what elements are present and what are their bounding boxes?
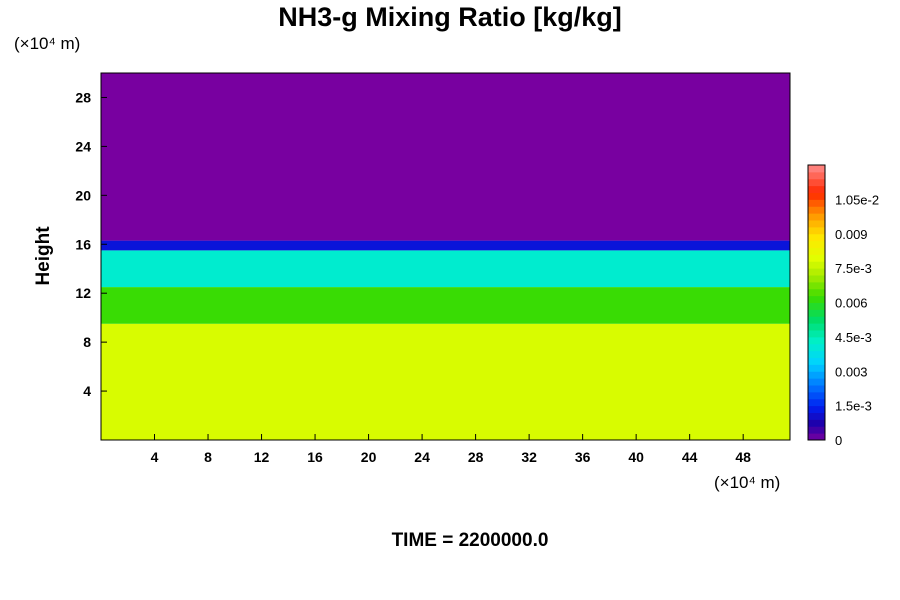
- x-tick-label: 8: [204, 449, 212, 465]
- colorbar-segment: [808, 275, 825, 283]
- colorbar-segment: [808, 323, 825, 331]
- y-axis-ticks: 4 8 12 16 20 24 28: [75, 89, 107, 399]
- colorbar-segment: [808, 247, 825, 255]
- colorbar-segment: [808, 343, 825, 352]
- chart-title: NH3-g Mixing Ratio [kg/kg]: [278, 2, 622, 32]
- colorbar-segment: [808, 199, 825, 207]
- colorbar-segment: [808, 350, 825, 358]
- colorbar-segment: [808, 268, 825, 276]
- colorbar-segment: [808, 391, 825, 400]
- colorbar-segment: [808, 405, 825, 413]
- x-axis-ticks: 4 8 12 16 20 24 28 32 36 40 44 48: [151, 434, 751, 465]
- x-tick-label: 12: [254, 449, 270, 465]
- x-tick-label: 4: [151, 449, 159, 465]
- y-tick-label: 4: [83, 383, 91, 399]
- colorbar-segment: [808, 433, 825, 441]
- colorbar-tick-label: 7.5e-3: [835, 261, 872, 276]
- colorbar-segment: [808, 419, 825, 427]
- colorbar-segment: [808, 371, 825, 379]
- colorbar-segment: [808, 192, 825, 200]
- time-label: TIME = 2200000.0: [391, 530, 549, 551]
- y-tick-label: 28: [75, 89, 91, 105]
- y-tick-label: 16: [75, 236, 91, 252]
- colorbar-segment: [808, 398, 825, 407]
- colorbar-segment: [808, 233, 825, 242]
- colorbar-ticks: 0 1.5e-3 0.003 4.5e-3 0.006 7.5e-3 0.009 1.05e-…: [835, 192, 879, 448]
- y-tick-label: 20: [75, 187, 91, 203]
- colorbar-segment: [808, 185, 825, 193]
- x-tick-label: 36: [575, 449, 591, 465]
- colorbar-segment: [808, 226, 825, 235]
- colorbar-segment: [808, 220, 825, 228]
- x-tick-label: 48: [735, 449, 751, 465]
- field-layer-4: [101, 73, 790, 241]
- colorbar-segment: [808, 240, 825, 248]
- colorbar-tick-label: 1.05e-2: [835, 192, 879, 207]
- colorbar-segment: [808, 364, 825, 372]
- x-tick-label: 28: [468, 449, 484, 465]
- colorbar-segment: [808, 302, 825, 310]
- colorbar-tick-label: 0.009: [835, 227, 868, 242]
- colorbar-segment: [808, 206, 825, 214]
- colorbar: [807, 164, 826, 441]
- x-tick-label: 44: [682, 449, 698, 465]
- field-layer-3: [101, 240, 790, 251]
- x-tick-label: 16: [307, 449, 323, 465]
- colorbar-segment: [808, 412, 825, 420]
- colorbar-tick-label: 4.5e-3: [835, 330, 872, 345]
- colorbar-segment: [808, 178, 825, 187]
- colorbar-segment: [808, 316, 825, 324]
- colorbar-segment: [808, 213, 825, 221]
- colorbar-segment: [808, 426, 825, 434]
- colorbar-segment: [808, 288, 825, 297]
- y-tick-label: 8: [83, 334, 91, 350]
- y-tick-label: 12: [75, 285, 91, 301]
- colorbar-segment: [808, 295, 825, 303]
- colorbar-segment: [808, 261, 825, 269]
- field-layer-1: [101, 287, 790, 324]
- y-axis-unit: (×10⁴ m): [14, 34, 81, 53]
- colorbar-tick-label: 0.006: [835, 296, 868, 311]
- colorbar-segment: [808, 330, 825, 338]
- y-tick-label: 24: [75, 138, 91, 154]
- colorbar-segment: [808, 378, 825, 386]
- colorbar-segment: [808, 165, 825, 173]
- colorbar-segment: [808, 309, 825, 317]
- colorbar-segment: [808, 385, 825, 393]
- colorbar-tick-label: 0: [835, 433, 842, 448]
- field-layer-2: [101, 250, 790, 288]
- x-tick-label: 32: [521, 449, 537, 465]
- x-tick-label: 20: [361, 449, 377, 465]
- colorbar-segment: [808, 281, 825, 290]
- plot-frame: [100, 72, 791, 441]
- mixing-ratio-field: [101, 73, 790, 440]
- colorbar-frame: [807, 164, 826, 441]
- colorbar-tick-label: 0.003: [835, 364, 868, 379]
- colorbar-tick-label: 1.5e-3: [835, 399, 872, 414]
- colorbar-segment: [808, 357, 825, 365]
- colorbar-segment: [808, 254, 825, 262]
- colorbar-segment: [808, 171, 825, 180]
- x-tick-label: 24: [414, 449, 430, 465]
- field-layer-0: [101, 323, 790, 440]
- x-axis-unit: (×10⁴ m): [714, 473, 781, 492]
- x-tick-label: 40: [628, 449, 644, 465]
- colorbar-segment: [808, 336, 825, 345]
